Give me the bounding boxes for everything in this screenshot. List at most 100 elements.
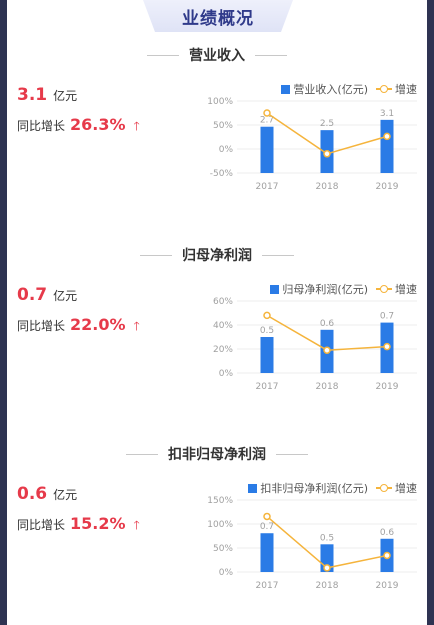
legend-bar-swatch — [270, 284, 280, 294]
divider — [126, 453, 158, 455]
yoy-growth: 同比增长 15.2% 🡑 — [17, 514, 140, 537]
legend-line-swatch — [376, 284, 392, 294]
y-tick-label: -50% — [210, 169, 234, 179]
legend-line-swatch — [376, 483, 392, 493]
chart-deducted-net-profit: 150% 100% 50% 0% 0.7 2017 0.5 2018 0.6 2019 — [187, 496, 427, 620]
section-deducted-net-profit: 扣非归母净利润 0.6 亿元 同比增长 15.2% 🡑 扣非归母净利润(亿元) … — [7, 442, 427, 625]
y-tick-label: 100% — [207, 97, 233, 107]
legend-line-swatch — [376, 84, 392, 94]
yoy-percent: 15.2% — [70, 514, 126, 533]
up-arrow-icon: 🡑 — [133, 119, 140, 133]
legend-bar-swatch — [281, 84, 291, 94]
value-number: 0.7 — [17, 285, 48, 305]
y-tick-label: 40% — [213, 321, 233, 331]
section-title: 营业收入 — [189, 48, 245, 64]
x-tick-label: 2017 — [256, 182, 279, 192]
x-tick-label: 2019 — [376, 581, 399, 591]
growth-point — [263, 512, 271, 521]
bar-value-label: 0.7 — [260, 522, 274, 532]
x-tick-label: 2018 — [316, 581, 339, 591]
metric-value: 0.6 亿元 — [17, 484, 77, 504]
legend-bar-label: 扣非归母净利润(亿元) — [260, 482, 368, 495]
growth-point — [383, 342, 391, 351]
bar — [260, 533, 274, 572]
section-net-profit: 归母净利润 0.7 亿元 同比增长 22.0% 🡑 归母净利润(亿元) 增速 6… — [7, 243, 427, 438]
section-revenue: 营业收入 3.1 亿元 同比增长 26.3% 🡑 营业收入(亿元) 增速 100… — [7, 43, 427, 238]
yoy-percent: 26.3% — [70, 115, 126, 134]
growth-point — [263, 109, 271, 117]
value-unit: 亿元 — [53, 289, 78, 303]
bar — [260, 337, 274, 373]
legend-bar-swatch — [248, 483, 258, 493]
legend-bar-label: 营业收入(亿元) — [293, 83, 368, 96]
y-tick-label: 150% — [207, 496, 233, 506]
metric-value: 0.7 亿元 — [17, 285, 77, 305]
y-tick-label: 0% — [219, 369, 234, 379]
bar — [380, 119, 394, 173]
y-tick-label: 50% — [213, 121, 233, 131]
value-number: 3.1 — [17, 85, 48, 105]
x-tick-label: 2019 — [376, 182, 399, 192]
x-tick-label: 2018 — [316, 382, 339, 392]
growth-point — [383, 132, 391, 141]
page-title: 业绩概况 — [182, 8, 254, 29]
growth-point — [263, 311, 271, 320]
x-tick-label: 2017 — [256, 382, 279, 392]
growth-point — [323, 564, 331, 572]
y-tick-label: 60% — [213, 297, 233, 307]
bar-value-label: 0.5 — [260, 326, 274, 336]
bar-value-label: 3.1 — [380, 109, 394, 119]
yoy-growth: 同比增长 22.0% 🡑 — [17, 315, 140, 338]
up-arrow-icon: 🡑 — [133, 319, 140, 333]
value-unit: 亿元 — [53, 488, 78, 502]
divider — [147, 54, 179, 56]
up-arrow-icon: 🡑 — [133, 518, 140, 532]
growth-point — [383, 551, 391, 560]
performance-card: 业绩概况 营业收入 3.1 亿元 同比增长 26.3% 🡑 营业收入(亿元) 增… — [7, 0, 427, 625]
legend-bar-label: 归母净利润(亿元) — [282, 283, 368, 296]
yoy-label: 同比增长 — [17, 119, 66, 133]
section-header: 营业收入 — [7, 43, 427, 67]
title-tab: 业绩概况 — [143, 0, 293, 32]
x-tick-label: 2019 — [376, 382, 399, 392]
chart-svg: 150% 100% 50% 0% 0.7 2017 0.5 2018 0.6 2019 — [207, 496, 417, 591]
yoy-label: 同比增长 — [17, 518, 66, 532]
y-tick-label: 20% — [213, 345, 233, 355]
chart-legend: 归母净利润(亿元) 增速 — [270, 281, 417, 297]
divider — [140, 254, 172, 256]
growth-point — [323, 150, 331, 158]
value-number: 0.6 — [17, 484, 48, 504]
legend-line-label: 增速 — [395, 283, 417, 296]
legend-line-label: 增速 — [395, 83, 417, 96]
yoy-percent: 22.0% — [70, 315, 126, 334]
x-tick-label: 2017 — [256, 581, 279, 591]
legend-line-label: 增速 — [395, 482, 417, 495]
chart-legend: 扣非归母净利润(亿元) 增速 — [248, 480, 417, 496]
chart-legend: 营业收入(亿元) 增速 — [281, 81, 417, 97]
chart-svg: 60% 40% 20% 0% 0.5 2017 0.6 2018 0.7 2019 — [213, 297, 417, 392]
bar-value-label: 0.6 — [320, 319, 335, 329]
chart-revenue: 100% 50% 0% -50% 2.7 2017 2.5 2018 3.1 2019 — [187, 97, 427, 221]
bar-value-label: 0.6 — [380, 528, 395, 538]
section-header: 扣非归母净利润 — [7, 442, 427, 466]
bar — [260, 126, 274, 173]
y-tick-label: 0% — [219, 145, 234, 155]
bar-value-label: 2.5 — [320, 119, 334, 129]
bar-value-label: 0.7 — [380, 312, 394, 322]
section-title: 归母净利润 — [182, 248, 252, 264]
metric-value: 3.1 亿元 — [17, 85, 77, 105]
bar-value-label: 0.5 — [320, 533, 334, 543]
x-tick-label: 2018 — [316, 182, 339, 192]
chart-net-profit: 60% 40% 20% 0% 0.5 2017 0.6 2018 0.7 2019 — [187, 297, 427, 421]
divider — [255, 54, 287, 56]
section-header: 归母净利润 — [7, 243, 427, 267]
growth-point — [323, 346, 331, 354]
chart-svg: 100% 50% 0% -50% 2.7 2017 2.5 2018 3.1 2019 — [207, 97, 417, 192]
divider — [276, 453, 308, 455]
yoy-label: 同比增长 — [17, 319, 66, 333]
divider — [262, 254, 294, 256]
section-title: 扣非归母净利润 — [168, 447, 266, 463]
value-unit: 亿元 — [53, 89, 78, 103]
yoy-growth: 同比增长 26.3% 🡑 — [17, 115, 140, 138]
bar-value-label: 2.7 — [260, 116, 274, 126]
